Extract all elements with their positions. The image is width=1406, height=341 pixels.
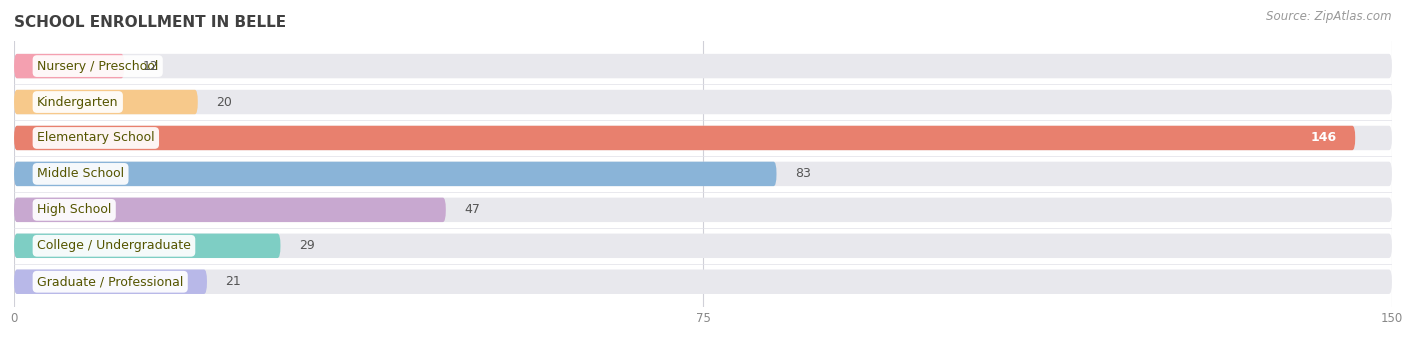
FancyBboxPatch shape <box>14 269 1392 294</box>
Text: Source: ZipAtlas.com: Source: ZipAtlas.com <box>1267 10 1392 23</box>
FancyBboxPatch shape <box>14 234 280 258</box>
FancyBboxPatch shape <box>14 90 1392 114</box>
FancyBboxPatch shape <box>14 126 1355 150</box>
Text: 20: 20 <box>217 95 232 108</box>
Text: Middle School: Middle School <box>37 167 124 180</box>
FancyBboxPatch shape <box>14 54 1392 78</box>
Text: 146: 146 <box>1310 132 1337 145</box>
FancyBboxPatch shape <box>14 162 776 186</box>
Text: 12: 12 <box>142 60 159 73</box>
Text: Elementary School: Elementary School <box>37 132 155 145</box>
Text: Graduate / Professional: Graduate / Professional <box>37 275 183 288</box>
Text: 29: 29 <box>299 239 315 252</box>
Text: College / Undergraduate: College / Undergraduate <box>37 239 191 252</box>
FancyBboxPatch shape <box>14 162 1392 186</box>
Text: High School: High School <box>37 203 111 216</box>
Text: 83: 83 <box>794 167 811 180</box>
FancyBboxPatch shape <box>14 198 1392 222</box>
FancyBboxPatch shape <box>14 90 198 114</box>
FancyBboxPatch shape <box>14 54 124 78</box>
Text: 21: 21 <box>225 275 240 288</box>
Text: Kindergarten: Kindergarten <box>37 95 118 108</box>
Text: Nursery / Preschool: Nursery / Preschool <box>37 60 159 73</box>
Text: SCHOOL ENROLLMENT IN BELLE: SCHOOL ENROLLMENT IN BELLE <box>14 15 287 30</box>
Text: 47: 47 <box>464 203 479 216</box>
FancyBboxPatch shape <box>14 234 1392 258</box>
FancyBboxPatch shape <box>14 198 446 222</box>
FancyBboxPatch shape <box>14 126 1392 150</box>
FancyBboxPatch shape <box>14 269 207 294</box>
